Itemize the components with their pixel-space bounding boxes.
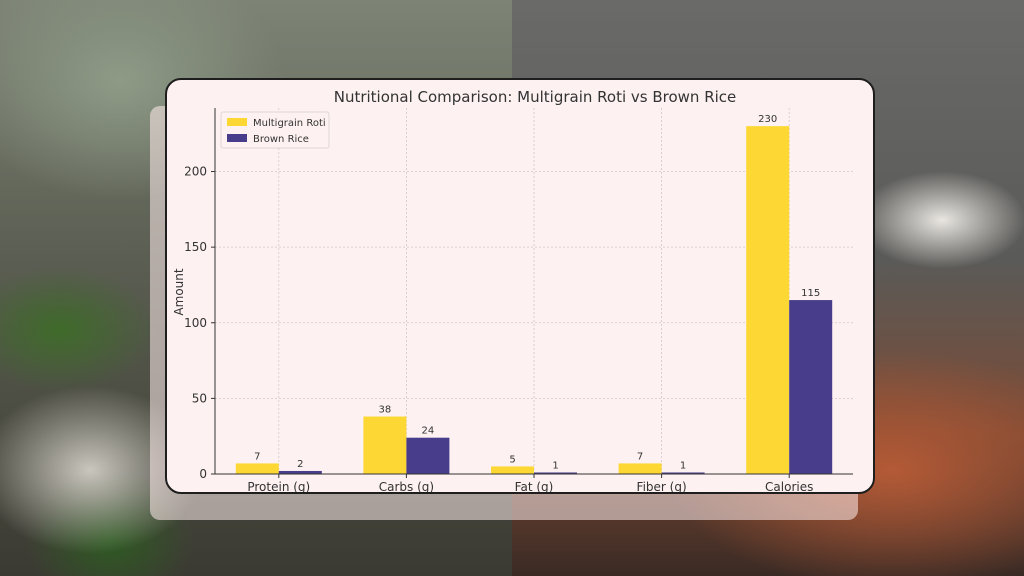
legend-swatch	[227, 134, 247, 142]
bar-brown-rice	[661, 472, 705, 474]
legend-entry: Brown Rice	[253, 134, 309, 145]
data-label: 115	[801, 288, 820, 299]
data-label: 38	[379, 405, 392, 416]
y-tick-label: 150	[184, 240, 207, 254]
bar-multigrain-roti	[491, 466, 534, 474]
data-label: 230	[758, 114, 777, 125]
bar-multigrain-roti	[746, 126, 790, 475]
data-label: 7	[637, 451, 643, 462]
axes: 0 50 100 150 200 Protein (g) Carbs (g) Fat (g) F…	[184, 108, 853, 492]
bar-brown-rice	[789, 300, 833, 474]
bar-brown-rice	[534, 472, 577, 474]
data-label: 1	[552, 460, 558, 471]
bar-brown-rice	[406, 437, 450, 474]
legend: Multigrain Roti Brown Rice	[220, 111, 330, 149]
y-axis-label: Amount	[172, 268, 186, 315]
data-label: 5	[509, 454, 515, 465]
bar-multigrain-roti	[235, 463, 279, 474]
legend-entry: Multigrain Roti	[253, 118, 326, 129]
legend-swatch	[227, 118, 247, 126]
data-label: 24	[422, 426, 435, 437]
chart-svg: Nutritional Comparison: Multigrain Roti …	[172, 88, 853, 492]
bar-multigrain-roti	[363, 416, 407, 474]
legend-box	[220, 111, 330, 149]
data-label: 2	[297, 459, 303, 470]
y-tick-label: 0	[199, 467, 207, 481]
y-tick-label: 200	[184, 165, 207, 179]
bar-brown-rice	[278, 470, 322, 474]
x-tick-label: Protein (g)	[247, 480, 310, 492]
chart-card: Nutritional Comparison: Multigrain Roti …	[165, 78, 875, 494]
data-label: 1	[680, 460, 686, 471]
x-tick-label: Carbs (g)	[379, 480, 434, 492]
bar-multigrain-roti	[618, 463, 662, 474]
chart-title: Nutritional Comparison: Multigrain Roti …	[334, 88, 737, 106]
bars: 7 2 38 24 5 1 7 1 230 115	[235, 114, 833, 475]
x-tick-label: Calories	[765, 480, 813, 492]
y-tick-label: 50	[192, 391, 207, 405]
y-tick-label: 100	[184, 316, 207, 330]
x-tick-label: Fat (g)	[515, 480, 554, 492]
x-tick-label: Fiber (g)	[637, 480, 687, 492]
data-label: 7	[254, 451, 260, 462]
